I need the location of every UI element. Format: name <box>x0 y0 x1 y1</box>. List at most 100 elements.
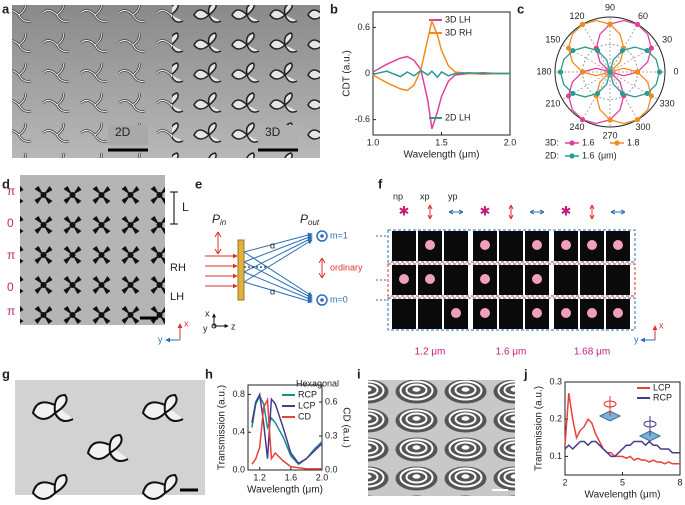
angle-tick-label: 120 <box>569 11 584 21</box>
period-bracket <box>170 191 178 225</box>
order-symbol <box>318 257 326 279</box>
data-point <box>595 90 601 97</box>
order-label: m=0 <box>330 294 348 304</box>
legend-label: 2D LH <box>445 112 471 122</box>
angle-tick-label: 30 <box>662 34 672 44</box>
charts: 1.0 1.5 2.0 -0.6 0 0.6 Wavelength (μm) CDT (a.u… <box>217 2 683 500</box>
panel-letter: d <box>2 176 10 191</box>
series-line <box>372 18 510 92</box>
mode-symbol <box>589 204 595 220</box>
image-tile <box>444 231 468 261</box>
legend-swatch <box>569 140 575 146</box>
panel-letter: a <box>2 1 10 16</box>
row-label: RH <box>170 262 186 274</box>
panel-letter: c <box>517 1 524 16</box>
shape <box>243 281 313 304</box>
shape <box>243 271 313 301</box>
legend-swatch <box>569 153 575 159</box>
order-symbol <box>316 294 328 306</box>
data-point <box>648 45 655 51</box>
mode-symbol <box>448 209 464 215</box>
data-point <box>570 90 576 97</box>
polar-spoke <box>609 24 638 73</box>
label-part: P <box>212 212 220 226</box>
image-label: 2D <box>115 125 131 139</box>
order-label: m=1 <box>330 230 348 240</box>
data-point <box>619 47 625 54</box>
shape <box>243 237 313 273</box>
y-tick-label: 0.0 <box>232 464 245 474</box>
angle-tick-label: 180 <box>536 66 551 76</box>
axis-label: x <box>205 308 210 318</box>
shape <box>31 473 68 500</box>
data-point <box>570 47 576 54</box>
axis-label: y <box>158 334 163 344</box>
axis-dot <box>211 323 217 329</box>
axis-label: y <box>634 334 639 344</box>
series-line <box>372 69 510 79</box>
legend-label: RCP <box>298 389 317 399</box>
sem-pattern <box>20 175 165 325</box>
panel-letter: f <box>378 176 383 191</box>
data-point <box>565 45 572 51</box>
x-tick-label: 8 <box>677 477 682 487</box>
intensity-spot <box>587 308 597 318</box>
polar-frame <box>554 16 666 128</box>
mode-symbol <box>427 204 433 220</box>
image-tile <box>554 265 578 295</box>
axis-label: z <box>231 321 236 331</box>
legend-swatch <box>614 140 620 146</box>
label-part: in <box>220 218 227 227</box>
x-axis-label: Wavelength (μm) <box>404 150 480 161</box>
y2-tick-label: 0.6 <box>325 396 338 406</box>
legend-label: 1.8 <box>627 137 640 147</box>
y2-axis-label: CD (a.u.) <box>340 407 351 448</box>
data-point <box>634 69 641 75</box>
intensity-spot <box>561 240 571 250</box>
intensity-spot <box>613 308 623 318</box>
panel-letter: h <box>205 366 213 381</box>
intensity-spot <box>451 308 461 318</box>
connector <box>376 235 388 301</box>
axis-label: x <box>659 320 664 330</box>
y2-tick-label: 0.0 <box>325 464 338 474</box>
y2-tick-label: 0.3 <box>325 430 338 440</box>
period-label: L <box>182 200 189 214</box>
panel-letter: g <box>2 366 10 381</box>
data-point <box>634 21 641 27</box>
x-tick-label: 2 <box>562 477 567 487</box>
mode-symbol: ✱ <box>561 203 572 218</box>
intensity-spot <box>587 240 597 250</box>
legend-label: RCP <box>653 392 672 402</box>
data-point <box>607 69 613 75</box>
polar-spoke <box>582 24 611 73</box>
data-point <box>634 117 641 123</box>
intensity-spot <box>561 308 571 318</box>
image-tile <box>499 265 523 295</box>
mode-symbol: ✱ <box>399 203 410 218</box>
shape <box>243 261 313 299</box>
wavelength-label: 1.6 μm <box>496 347 527 358</box>
shape <box>243 235 313 263</box>
x-tick-label: 1.2 <box>253 472 266 482</box>
data-point <box>644 47 650 54</box>
image-tile <box>499 299 523 329</box>
phase-label: π <box>7 248 15 262</box>
series-line <box>251 396 322 470</box>
shape <box>243 251 313 297</box>
x-tick-label: 2.0 <box>316 472 329 482</box>
phase-label: π <box>7 304 15 318</box>
angle-tick-label: 270 <box>602 130 617 140</box>
image-tile <box>580 265 604 295</box>
y-tick-label: 0.2 <box>549 414 562 424</box>
data-point <box>644 90 650 97</box>
legend-label: 3D LH <box>445 14 471 24</box>
legend-group: 3D: <box>545 137 559 147</box>
axis-label: x <box>184 318 189 328</box>
angle-tick-label: 60 <box>638 11 648 21</box>
data-point <box>619 90 625 97</box>
legend-label: 1.6 <box>582 137 595 147</box>
x-tick-label: 2.0 <box>504 137 517 147</box>
legend-label: LCP <box>298 400 316 410</box>
